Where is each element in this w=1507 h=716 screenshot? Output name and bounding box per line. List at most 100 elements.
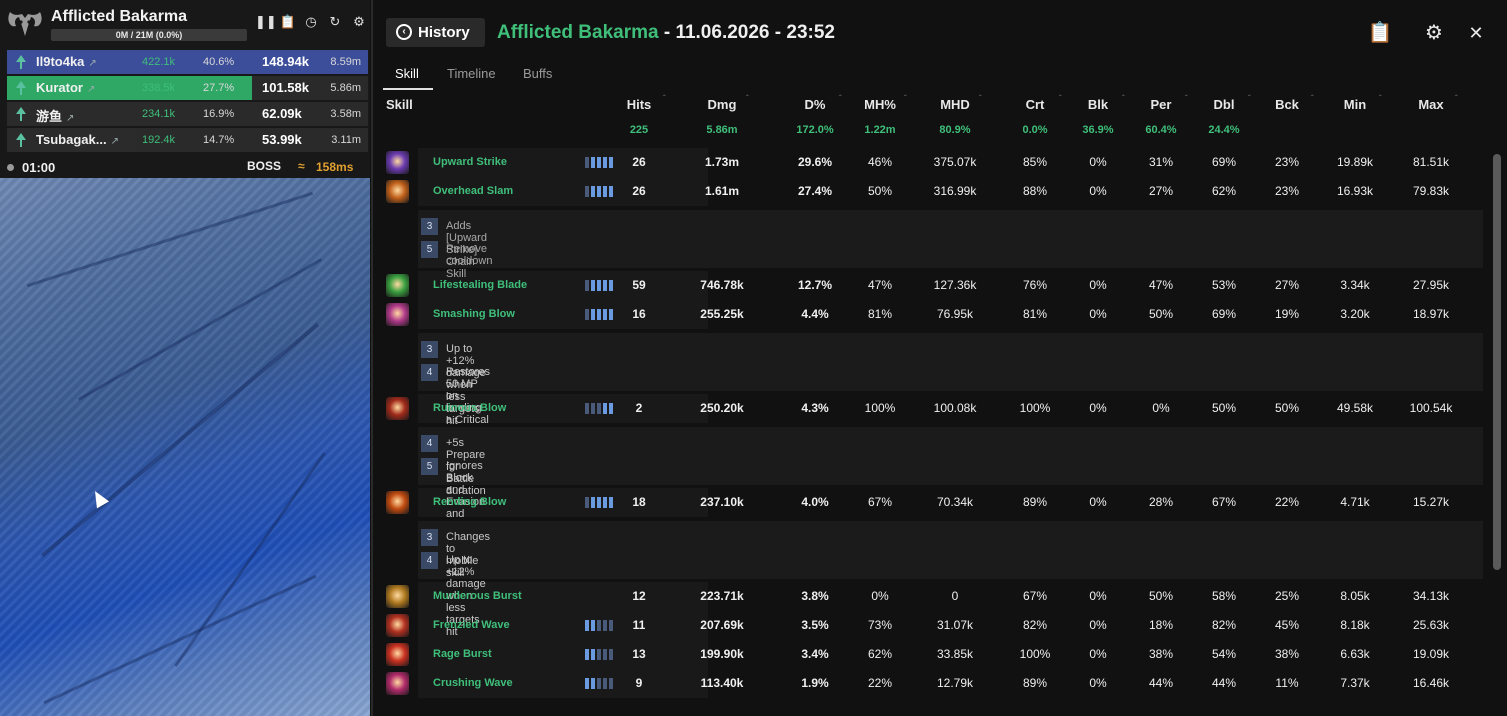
active-tab-indicator (383, 88, 433, 90)
column-header-bck[interactable]: Bck ˆ (1257, 91, 1317, 119)
skill-icon (386, 397, 409, 420)
history-back-button[interactable]: ‹ History (386, 18, 485, 47)
rank-bar (609, 403, 613, 414)
external-link-icon[interactable]: ↗ (88, 58, 97, 69)
boss-hp-text: 0M / 21M (0.0%) (115, 30, 183, 40)
scrollbar-thumb[interactable] (1493, 154, 1501, 570)
skill-row[interactable]: Ruinous Blow 2 250.20k 4.3% 100% 100.08k 100% 0… (383, 394, 1483, 423)
wifi-icon: ≈ (298, 159, 305, 173)
player-damage-fill (7, 128, 137, 152)
column-header-hits[interactable]: Hits ˆ (609, 91, 669, 119)
rank-bar (603, 620, 607, 631)
column-header-mh-pct[interactable]: MH% ˆ (850, 91, 910, 119)
skill-dmg: 199.90k (700, 647, 744, 661)
sort-icon: ˆ (1311, 94, 1314, 103)
player-row[interactable]: Il9to4ka ↗ 422.1k 40.6% 148.94k 8.59m (7, 50, 368, 74)
skill-row[interactable]: Upward Strike 26 1.73m 29.6% 46% 375.07k 85% 0%… (383, 148, 1483, 177)
skill-name: Rending Blow (433, 496, 507, 508)
panel-divider (371, 0, 373, 716)
column-header-blk[interactable]: Blk ˆ (1068, 91, 1128, 119)
skill-hits: 16 (632, 307, 646, 321)
external-link-icon[interactable]: ↗ (86, 84, 96, 95)
column-header-d-pct[interactable]: D% ˆ (785, 91, 845, 119)
pause-icon[interactable]: ❚❚ (255, 14, 277, 29)
rank-bar (585, 280, 589, 291)
external-link-icon[interactable]: ↗ (66, 113, 75, 124)
skill-min: 3.20k (1340, 307, 1370, 321)
gear-icon[interactable]: ⚙ (353, 14, 365, 29)
close-icon[interactable]: ✕ (1468, 23, 1484, 43)
skill-row[interactable]: Smashing Blow 16 255.25k 4.4% 81% 76.95k 81% 0%… (383, 300, 1483, 329)
rank-bar (585, 309, 589, 320)
clipboard-icon[interactable]: 📋 (279, 14, 297, 29)
ranger-icon (16, 55, 26, 69)
tab-timeline[interactable]: Timeline (447, 66, 496, 81)
skill-row[interactable]: Rage Burst 13 199.90k 3.4% 62% 33.85k 100% 0% 38… (383, 640, 1483, 669)
tab-buffs[interactable]: Buffs (523, 66, 553, 81)
tab-skill[interactable]: Skill (395, 66, 419, 81)
external-link-icon[interactable]: ↗ (110, 136, 119, 147)
skill-blk: 0% (1089, 401, 1107, 415)
column-header-skill[interactable]: Skill (386, 91, 413, 119)
rank-bar (603, 497, 607, 508)
skill-dp: 29.6% (797, 155, 833, 169)
skill-name: Rage Burst (433, 648, 492, 660)
skill-per: 50% (1148, 589, 1174, 603)
skill-max: 19.09k (1412, 647, 1450, 661)
warrior-icon (16, 107, 26, 121)
player-row[interactable]: Kurator ↗ 338.5k 27.7% 101.58k 5.86m (7, 76, 368, 100)
encounter-date: - 11.06.2026 - 23:52 (658, 22, 835, 43)
sort-icon: ˆ (904, 94, 907, 103)
sort-icon: ˆ (1248, 94, 1251, 103)
skill-row[interactable]: Crushing Wave 9 113.40k 1.9% 22% 12.79k 89% 0% 4… (383, 669, 1483, 698)
skill-row[interactable]: Murderous Burst 12 223.71k 3.8% 0% 0 67% 0% 50% 5… (383, 582, 1483, 611)
skill-row[interactable]: Frenzied Wave 11 207.69k 3.5% 73% 31.07k 82% 0%… (383, 611, 1483, 640)
player-damage: 148.94k (262, 54, 309, 69)
sort-icon: ˆ (1455, 94, 1458, 103)
skill-per: 44% (1148, 676, 1174, 690)
skill-dmg: 237.10k (700, 495, 744, 509)
skill-row[interactable]: Lifestealing Blade 59 746.78k 12.7% 47% 127.3… (383, 271, 1483, 300)
skill-dmg: 746.78k (700, 278, 744, 292)
skill-per: 0% (1152, 401, 1170, 415)
rank-bar (597, 186, 601, 197)
skill-dbl: 67% (1211, 495, 1237, 509)
mouse-cursor-icon (88, 487, 110, 509)
copy-to-clipboard-icon[interactable]: 📋 (1367, 22, 1393, 44)
clock-history-icon[interactable]: ◷ (305, 14, 317, 29)
skill-rank-bars (585, 157, 613, 168)
column-header-label: Dmg (707, 97, 737, 112)
skill-crt: 85% (1022, 155, 1048, 169)
rank-bar (603, 280, 607, 291)
option-text: Remove cooldown (446, 243, 493, 267)
column-header-per[interactable]: Per ˆ (1131, 91, 1191, 119)
boss-hp-bar: 0M / 21M (0.0%) (51, 29, 247, 41)
dps-meter-overlay: Afflicted Bakarma 0M / 21M (0.0%) ❚❚ 📋 ◷… (0, 0, 370, 178)
skill-min: 7.37k (1340, 676, 1370, 690)
skill-row[interactable]: Rending Blow 18 237.10k 4.0% 67% 70.34k 89% 0% 2… (383, 488, 1483, 517)
skill-crt: 67% (1022, 589, 1048, 603)
rank-bar (597, 403, 601, 414)
skill-blk: 0% (1089, 495, 1107, 509)
skill-dmg: 223.71k (700, 589, 744, 603)
column-header-min[interactable]: Min ˆ (1325, 91, 1385, 119)
column-header-dmg[interactable]: Dmg ˆ (692, 91, 752, 119)
column-header-crt[interactable]: Crt ˆ (1005, 91, 1065, 119)
reset-icon[interactable]: ↻ (329, 14, 341, 29)
skill-dp: 4.4% (801, 307, 829, 321)
skill-crt: 88% (1022, 184, 1048, 198)
skill-rank-bars (585, 403, 613, 414)
boss-name: Afflicted Bakarma (51, 8, 188, 25)
skill-dmg: 250.20k (700, 401, 744, 415)
column-header-mhd[interactable]: MHD ˆ (925, 91, 985, 119)
option-text: +5s Prepare for Battle duration (446, 437, 486, 497)
player-row[interactable]: Tsubagak... ↗ 192.4k 14.7% 53.99k 3.11m (7, 128, 368, 152)
encounter-timer: 01:00 (22, 160, 56, 175)
gear-icon[interactable]: ⚙ (1425, 22, 1443, 44)
column-header-max[interactable]: Max ˆ (1401, 91, 1461, 119)
player-row[interactable]: 游鱼 ↗ 234.1k 16.9% 62.09k 3.58m (7, 102, 368, 126)
skill-row[interactable]: Overhead Slam 26 1.61m 27.4% 50% 316.99k 88% 0%… (383, 177, 1483, 206)
column-header-dbl[interactable]: Dbl ˆ (1194, 91, 1254, 119)
skill-max: 100.54k (1409, 401, 1453, 415)
skill-crt: 82% (1022, 618, 1048, 632)
